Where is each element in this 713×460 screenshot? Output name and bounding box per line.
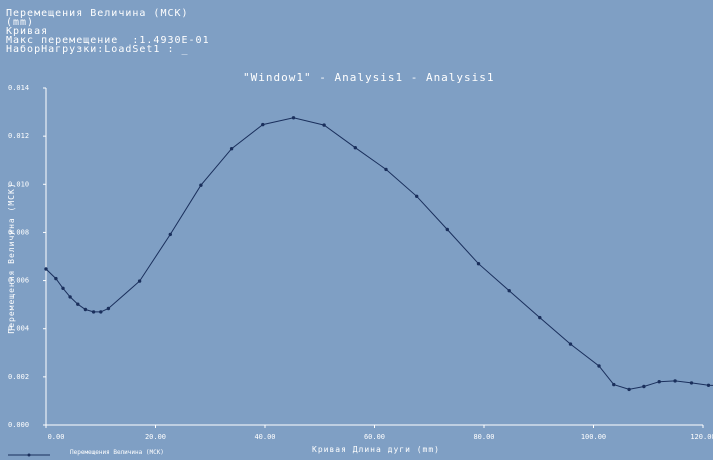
data-point bbox=[291, 116, 296, 120]
data-point bbox=[476, 262, 481, 266]
data-point bbox=[137, 279, 142, 283]
y-tick-label: 0.014 bbox=[8, 84, 29, 92]
chart-title: "Window1" - Analysis1 - Analysis1 bbox=[243, 71, 495, 84]
data-point bbox=[106, 306, 111, 311]
y-tick-label: 0.008 bbox=[8, 228, 29, 236]
tick-labels: 0.0020.0040.0060.0080.00100.00120.000.00… bbox=[8, 84, 713, 441]
data-point bbox=[61, 286, 65, 290]
legend-marker-sample bbox=[27, 453, 31, 457]
data-point bbox=[612, 382, 616, 387]
curve-markers bbox=[44, 116, 711, 392]
x-tick-label: 120.00 bbox=[690, 433, 713, 441]
x-tick-label: 20.00 bbox=[145, 433, 166, 441]
legend-label: Перемещения Величина (МСК) bbox=[70, 449, 164, 456]
x-tick-label: 80.00 bbox=[473, 433, 494, 441]
y-tick-label: 0.004 bbox=[8, 325, 29, 333]
data-point bbox=[76, 302, 80, 306]
data-point bbox=[445, 227, 449, 232]
legend: Перемещения Величина (МСК) bbox=[8, 449, 164, 457]
data-point bbox=[322, 123, 326, 127]
data-point bbox=[642, 384, 646, 389]
data-point bbox=[353, 146, 357, 150]
y-tick-label: 0.006 bbox=[8, 277, 29, 285]
data-point bbox=[83, 307, 88, 312]
data-point bbox=[597, 364, 601, 368]
data-point bbox=[415, 194, 419, 198]
displacement-curve bbox=[45, 117, 713, 390]
y-axis-label: Перемещения Величина (МСК) bbox=[7, 182, 16, 333]
header-result-name: Перемещения Величина (МСК) bbox=[6, 8, 189, 19]
data-point bbox=[99, 310, 103, 314]
header-units: (mm) bbox=[6, 17, 35, 28]
y-tick-label: 0.002 bbox=[8, 373, 29, 381]
x-tick-label: 60.00 bbox=[364, 433, 385, 441]
data-point bbox=[229, 147, 234, 151]
data-point bbox=[706, 383, 711, 387]
data-point bbox=[199, 183, 203, 187]
data-point bbox=[673, 379, 677, 383]
header-max-displacement: Макс перемещение :1.4930E-01 bbox=[6, 35, 210, 46]
data-point bbox=[568, 342, 573, 346]
data-point bbox=[507, 289, 511, 293]
data-point bbox=[384, 167, 388, 172]
x-tick-label: 40.00 bbox=[254, 433, 275, 441]
header-load-set: НаборНагрузки:LoadSet1 : _ bbox=[6, 44, 189, 55]
data-point bbox=[44, 267, 48, 271]
data-point bbox=[54, 276, 58, 281]
x-tick-label: 100.00 bbox=[581, 433, 606, 441]
x-tick-label: 0.00 bbox=[48, 433, 65, 441]
data-point bbox=[91, 310, 96, 314]
data-point bbox=[68, 295, 72, 299]
x-axis-label: Кривая Длина дуги (mm) bbox=[312, 445, 440, 454]
data-point bbox=[689, 381, 694, 385]
y-tick-label: 0.000 bbox=[8, 421, 29, 429]
header-curve: Кривая bbox=[6, 26, 49, 37]
y-tick-label: 0.010 bbox=[8, 180, 29, 188]
axes bbox=[45, 88, 703, 426]
data-point bbox=[538, 315, 542, 320]
data-point bbox=[627, 387, 631, 392]
y-tick-label: 0.012 bbox=[8, 132, 29, 140]
data-point bbox=[261, 122, 265, 127]
data-point bbox=[657, 380, 661, 384]
data-point bbox=[168, 232, 172, 237]
